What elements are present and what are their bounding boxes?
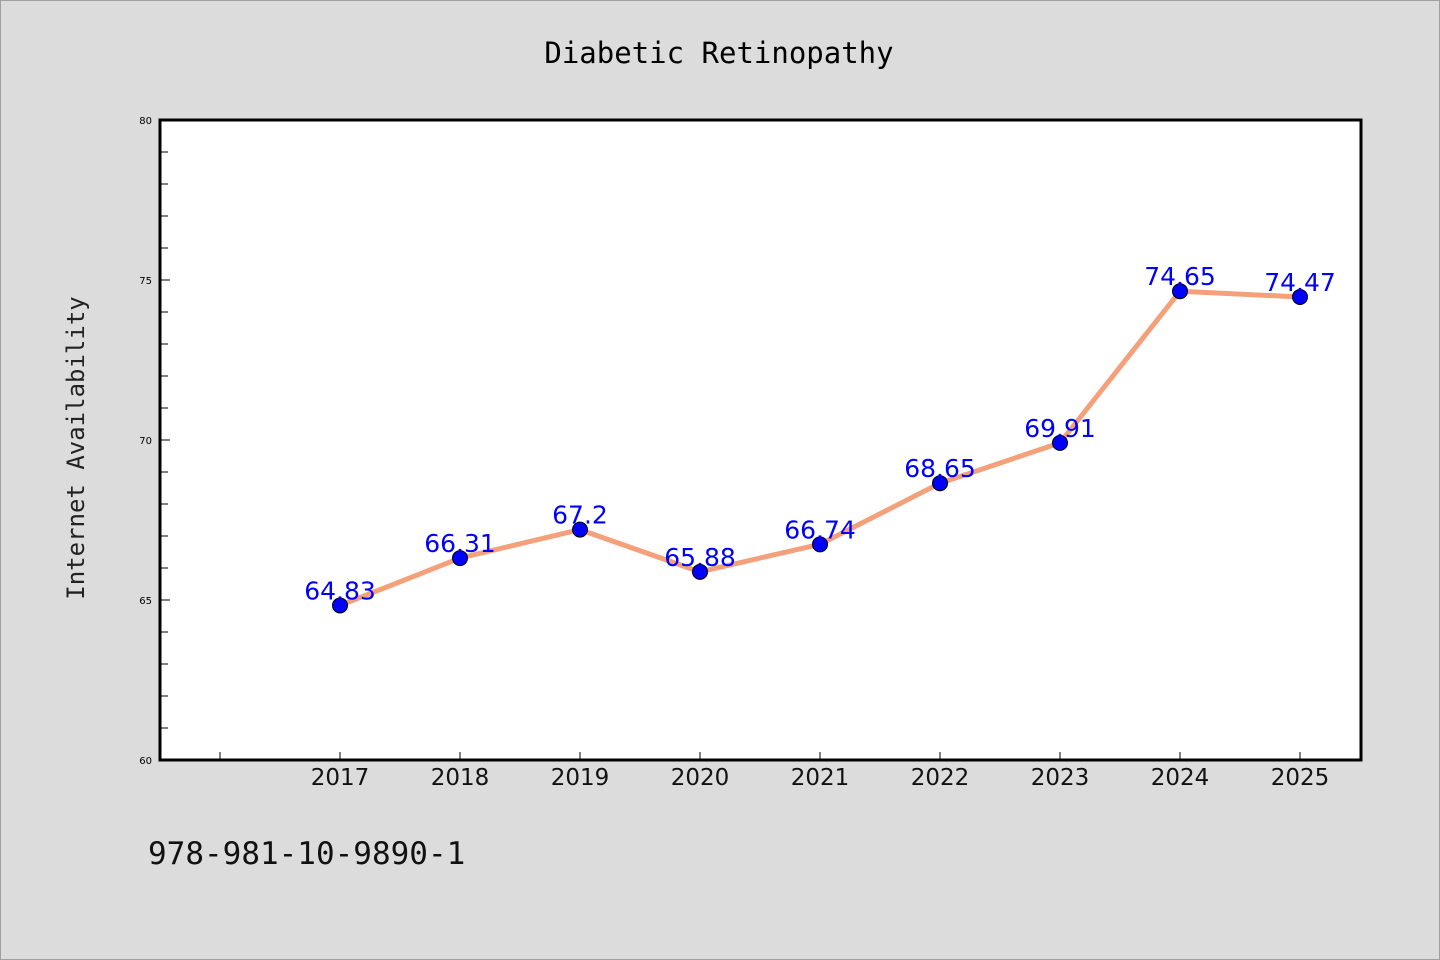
x-tick-label: 2018	[431, 765, 490, 791]
data-point	[1052, 434, 1068, 451]
data-label: 74.65	[1144, 262, 1216, 291]
data-label: 66.31	[424, 529, 496, 558]
data-point	[1172, 283, 1188, 300]
data-point	[1292, 288, 1308, 305]
data-label: 68.65	[904, 454, 976, 483]
data-label: 65.88	[664, 543, 736, 572]
x-tick-label: 2022	[911, 765, 970, 791]
data-point	[332, 597, 348, 614]
x-tick-label: 2025	[1271, 765, 1330, 791]
plot-area	[158, 118, 1363, 762]
data-point	[452, 550, 468, 567]
footer-id: 978-981-10-9890-1	[148, 836, 465, 872]
x-tick-label: 2020	[671, 765, 730, 791]
x-tick-label: 2019	[551, 765, 610, 791]
data-label: 69.91	[1024, 414, 1096, 443]
y-tick-label: 60	[139, 756, 152, 767]
data-label: 64.83	[304, 576, 376, 605]
data-label: 67.2	[552, 501, 608, 530]
y-tick-label: 75	[139, 276, 152, 287]
x-tick-label: 2024	[1151, 765, 1210, 791]
y-axis-label: Internet Availability	[62, 296, 90, 599]
series-group: 64.83 66.31 67.2 65.88 66.74 68.65 69.91 74.65 7…	[304, 262, 1336, 614]
x-axis: 2017 2018 2019 2020 2021 2022 2023 2024 2025	[219, 752, 1330, 791]
data-point	[692, 563, 708, 580]
y-axis: 60 65 70 75 80	[139, 116, 170, 767]
data-label: 74.47	[1264, 268, 1336, 297]
x-tick-label: 2017	[311, 765, 370, 791]
x-tick-label: 2023	[1031, 765, 1090, 791]
chart-title: Diabetic Retinopathy	[544, 36, 893, 70]
y-tick-label: 65	[139, 596, 152, 607]
data-point	[572, 521, 588, 538]
y-tick-label: 80	[139, 116, 152, 127]
data-point	[932, 475, 948, 492]
y-tick-label: 70	[139, 436, 152, 447]
x-tick-label: 2021	[791, 765, 850, 791]
data-label: 66.74	[784, 515, 856, 544]
data-point	[812, 536, 828, 553]
